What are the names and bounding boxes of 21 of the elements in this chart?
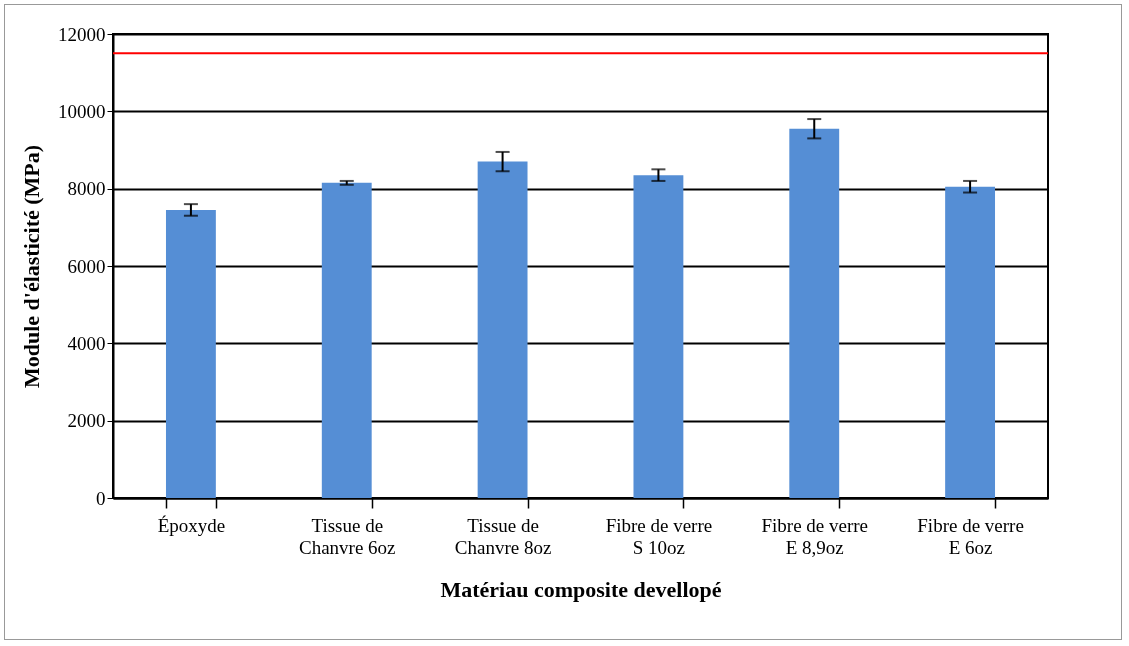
- y-tick-label: 0: [96, 487, 106, 509]
- y-tick-label: 4000: [67, 332, 106, 354]
- y-axis-title: Module d'élasticité (MPa): [19, 144, 44, 389]
- y-tick-label: 10000: [58, 100, 106, 122]
- y-tick-label: 8000: [67, 178, 106, 200]
- y-tick-label: 6000: [67, 255, 106, 277]
- y-tick-label: 2000: [67, 410, 106, 432]
- x-tick-label: Fibre de verre E 6oz: [917, 514, 1024, 558]
- bar: [945, 186, 996, 498]
- y-tick-label: 12000: [58, 23, 106, 45]
- x-tick-label: Fibre de verre S 10oz: [605, 514, 713, 558]
- bar: [165, 209, 216, 498]
- x-tick-label: Époxyde: [157, 514, 226, 536]
- bar: [321, 182, 372, 498]
- x-tick-label: Fibre de verre E 8,9oz: [761, 514, 869, 558]
- bar: [477, 161, 528, 498]
- bar: [789, 128, 840, 498]
- x-tick-label: Tissue de Chanvre 6oz: [298, 514, 396, 558]
- bar: [633, 175, 684, 498]
- x-tick-label: Tissue de Chanvre 8oz: [454, 514, 552, 558]
- x-axis-title: Matériau composite devellopé: [440, 576, 722, 602]
